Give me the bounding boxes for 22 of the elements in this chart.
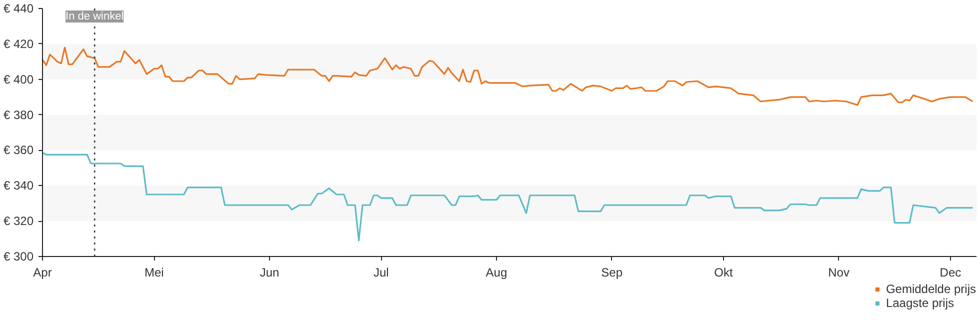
x-tick-label: Jun: [260, 266, 280, 280]
y-tick-label: € 300: [3, 250, 34, 264]
y-tick-label: € 360: [3, 143, 34, 158]
x-tick-label: Aug: [486, 266, 508, 280]
x-tick-label: Dec: [940, 266, 962, 280]
y-tick-label: € 380: [3, 108, 34, 122]
legend-label: Gemiddelde prijs: [886, 282, 976, 296]
y-tick-label: € 320: [3, 214, 34, 228]
y-tick-label: € 440: [3, 2, 34, 16]
x-tick-label: Sep: [601, 266, 623, 280]
legend-label: Laagste prijs: [886, 296, 954, 310]
y-tick-label: € 400: [3, 72, 34, 86]
line-series: [42, 46, 974, 106]
ref-line-label: In de winkel: [66, 10, 124, 22]
y-tick-label: € 420: [3, 36, 34, 51]
y-tick-label: € 340: [3, 178, 34, 193]
x-tick-label: Jul: [373, 266, 389, 280]
line-series: [42, 152, 974, 242]
x-tick-label: Apr: [33, 266, 52, 280]
x-tick-label: Nov: [828, 266, 850, 280]
x-tick-label: Mei: [144, 266, 164, 280]
x-tick-label: Okt: [714, 266, 734, 280]
